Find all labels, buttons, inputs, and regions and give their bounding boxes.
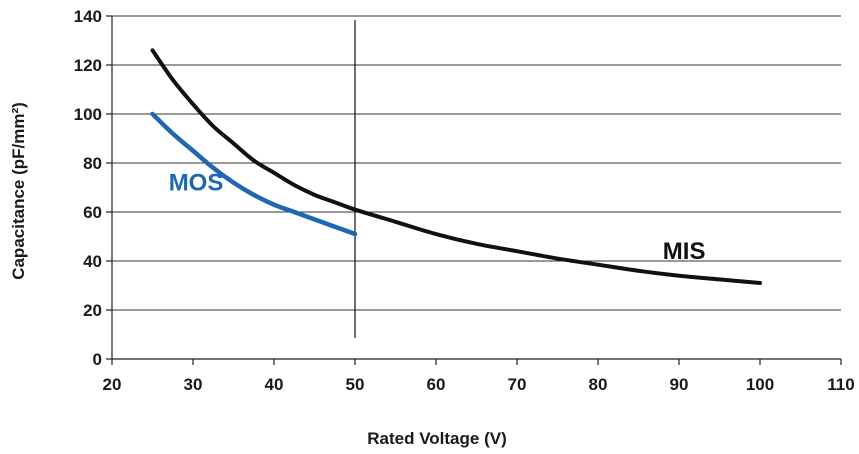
y-tick-label-20: 20 bbox=[83, 301, 102, 320]
series-annotations: MOS MIS bbox=[169, 170, 706, 266]
y-tick-label-120: 120 bbox=[74, 56, 102, 75]
y-tick-label-100: 100 bbox=[74, 105, 102, 124]
y-tick-label-0: 0 bbox=[93, 350, 102, 369]
series-line-mis bbox=[150, 48, 762, 286]
x-tick-label-30: 30 bbox=[184, 375, 203, 394]
series-label-mis: MIS bbox=[663, 238, 706, 265]
x-tick-label-70: 70 bbox=[508, 375, 527, 394]
series-lines bbox=[150, 48, 762, 286]
series-label-mos: MOS bbox=[169, 170, 224, 197]
x-tick-label-110: 110 bbox=[827, 375, 854, 394]
y-tick-label-140: 140 bbox=[74, 7, 102, 26]
x-tick-label-80: 80 bbox=[589, 375, 608, 394]
gridlines bbox=[112, 15, 841, 311]
y-tick-label-60: 60 bbox=[83, 203, 102, 222]
x-tick-label-20: 20 bbox=[103, 375, 122, 394]
x-tick-label-40: 40 bbox=[265, 375, 284, 394]
y-tick-label-80: 80 bbox=[83, 154, 102, 173]
y-tick-label-40: 40 bbox=[83, 252, 102, 271]
series-line-mos bbox=[150, 111, 358, 237]
x-tick-label-60: 60 bbox=[427, 375, 446, 394]
x-tick-label-50: 50 bbox=[346, 375, 365, 394]
x-axis-title: Rated Voltage (V) bbox=[367, 429, 506, 448]
axes bbox=[106, 15, 842, 365]
y-axis-title: Capacitance (pF/mm²) bbox=[9, 102, 28, 280]
x-tick-label-90: 90 bbox=[670, 375, 689, 394]
x-tick-label-100: 100 bbox=[746, 375, 774, 394]
